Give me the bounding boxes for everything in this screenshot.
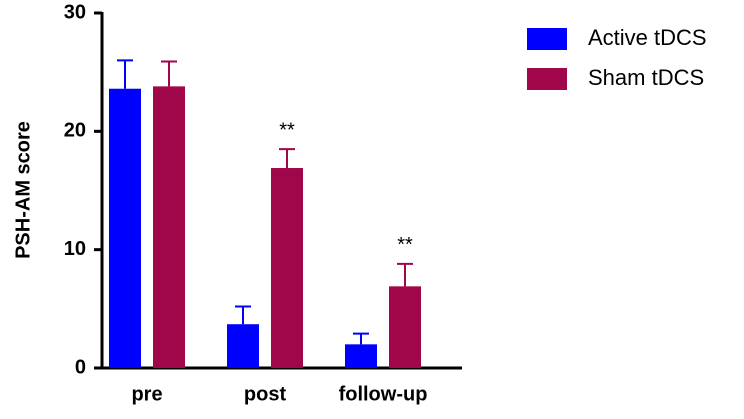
error-bar	[161, 60, 177, 87]
y-tick-label: 10	[64, 238, 86, 260]
error-bar	[117, 59, 133, 89]
legend-swatch	[527, 28, 567, 50]
x-tick-label: post	[244, 383, 287, 405]
bar	[271, 168, 303, 368]
bar	[345, 344, 377, 368]
x-tick-label: pre	[131, 383, 162, 405]
y-tick-label: 30	[64, 1, 86, 23]
error-bar	[397, 262, 413, 287]
y-axis-label: PSH-AM score	[12, 121, 34, 259]
bar	[227, 324, 259, 368]
y-tick-label: 0	[75, 356, 86, 378]
error-bar	[279, 148, 295, 169]
legend-swatch	[527, 68, 567, 90]
legend-label: Sham tDCS	[588, 65, 704, 90]
error-bar	[353, 332, 369, 345]
bar	[153, 86, 185, 368]
bar	[389, 286, 421, 368]
annotation: **	[397, 234, 413, 256]
x-tick-label: follow-up	[339, 383, 428, 405]
bar	[109, 88, 141, 368]
legend-label: Active tDCS	[588, 25, 707, 50]
y-tick-label: 20	[64, 120, 86, 142]
annotation: **	[279, 119, 295, 141]
error-bar	[235, 305, 251, 325]
